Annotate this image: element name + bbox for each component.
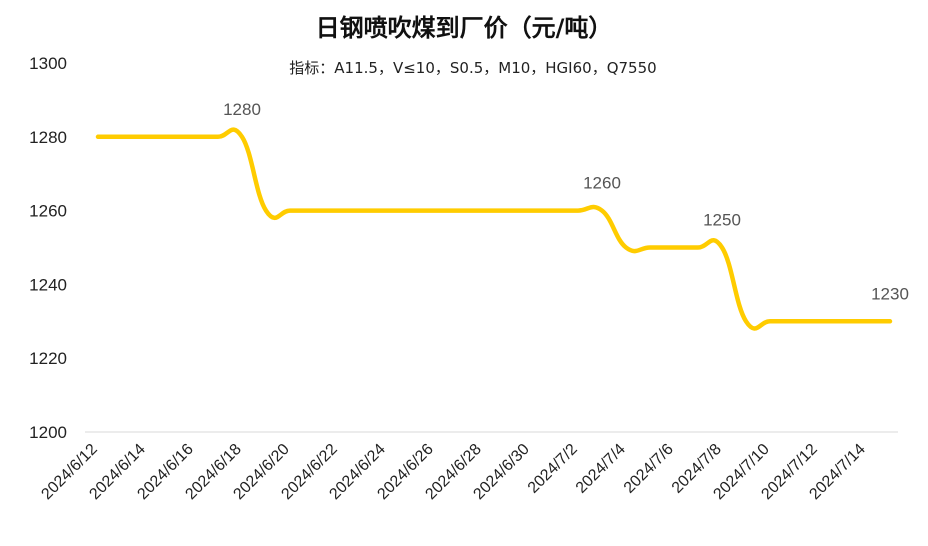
- chart-title: 日钢喷吹煤到厂价（元/吨）: [316, 14, 613, 42]
- y-tick-label: 1300: [29, 54, 67, 73]
- data-label: 1280: [223, 100, 261, 119]
- y-tick-label: 1260: [29, 202, 67, 221]
- chart-subtitle: 指标：A11.5，V≤10，S0.5，M10，HGI60，Q7550: [289, 59, 656, 77]
- y-tick-label: 1240: [29, 275, 67, 294]
- data-label: 1250: [703, 211, 741, 230]
- y-tick-label: 1280: [29, 128, 67, 147]
- y-tick-label: 1200: [29, 423, 67, 442]
- data-labels: 1280 1260 1250 1230: [223, 100, 909, 303]
- axes: 1200122012401260128013002024/6/122024/6/…: [29, 54, 898, 503]
- y-tick-label: 1220: [29, 349, 67, 368]
- series-line-0: [95, 127, 893, 331]
- x-tick-label: 2024/7/2: [525, 441, 581, 497]
- x-tick-label: 2024/7/6: [621, 441, 677, 497]
- x-tick-label: 2024/7/4: [573, 441, 629, 497]
- data-label: 1230: [871, 284, 909, 303]
- series-layer: [95, 127, 893, 331]
- data-label: 1260: [583, 174, 621, 193]
